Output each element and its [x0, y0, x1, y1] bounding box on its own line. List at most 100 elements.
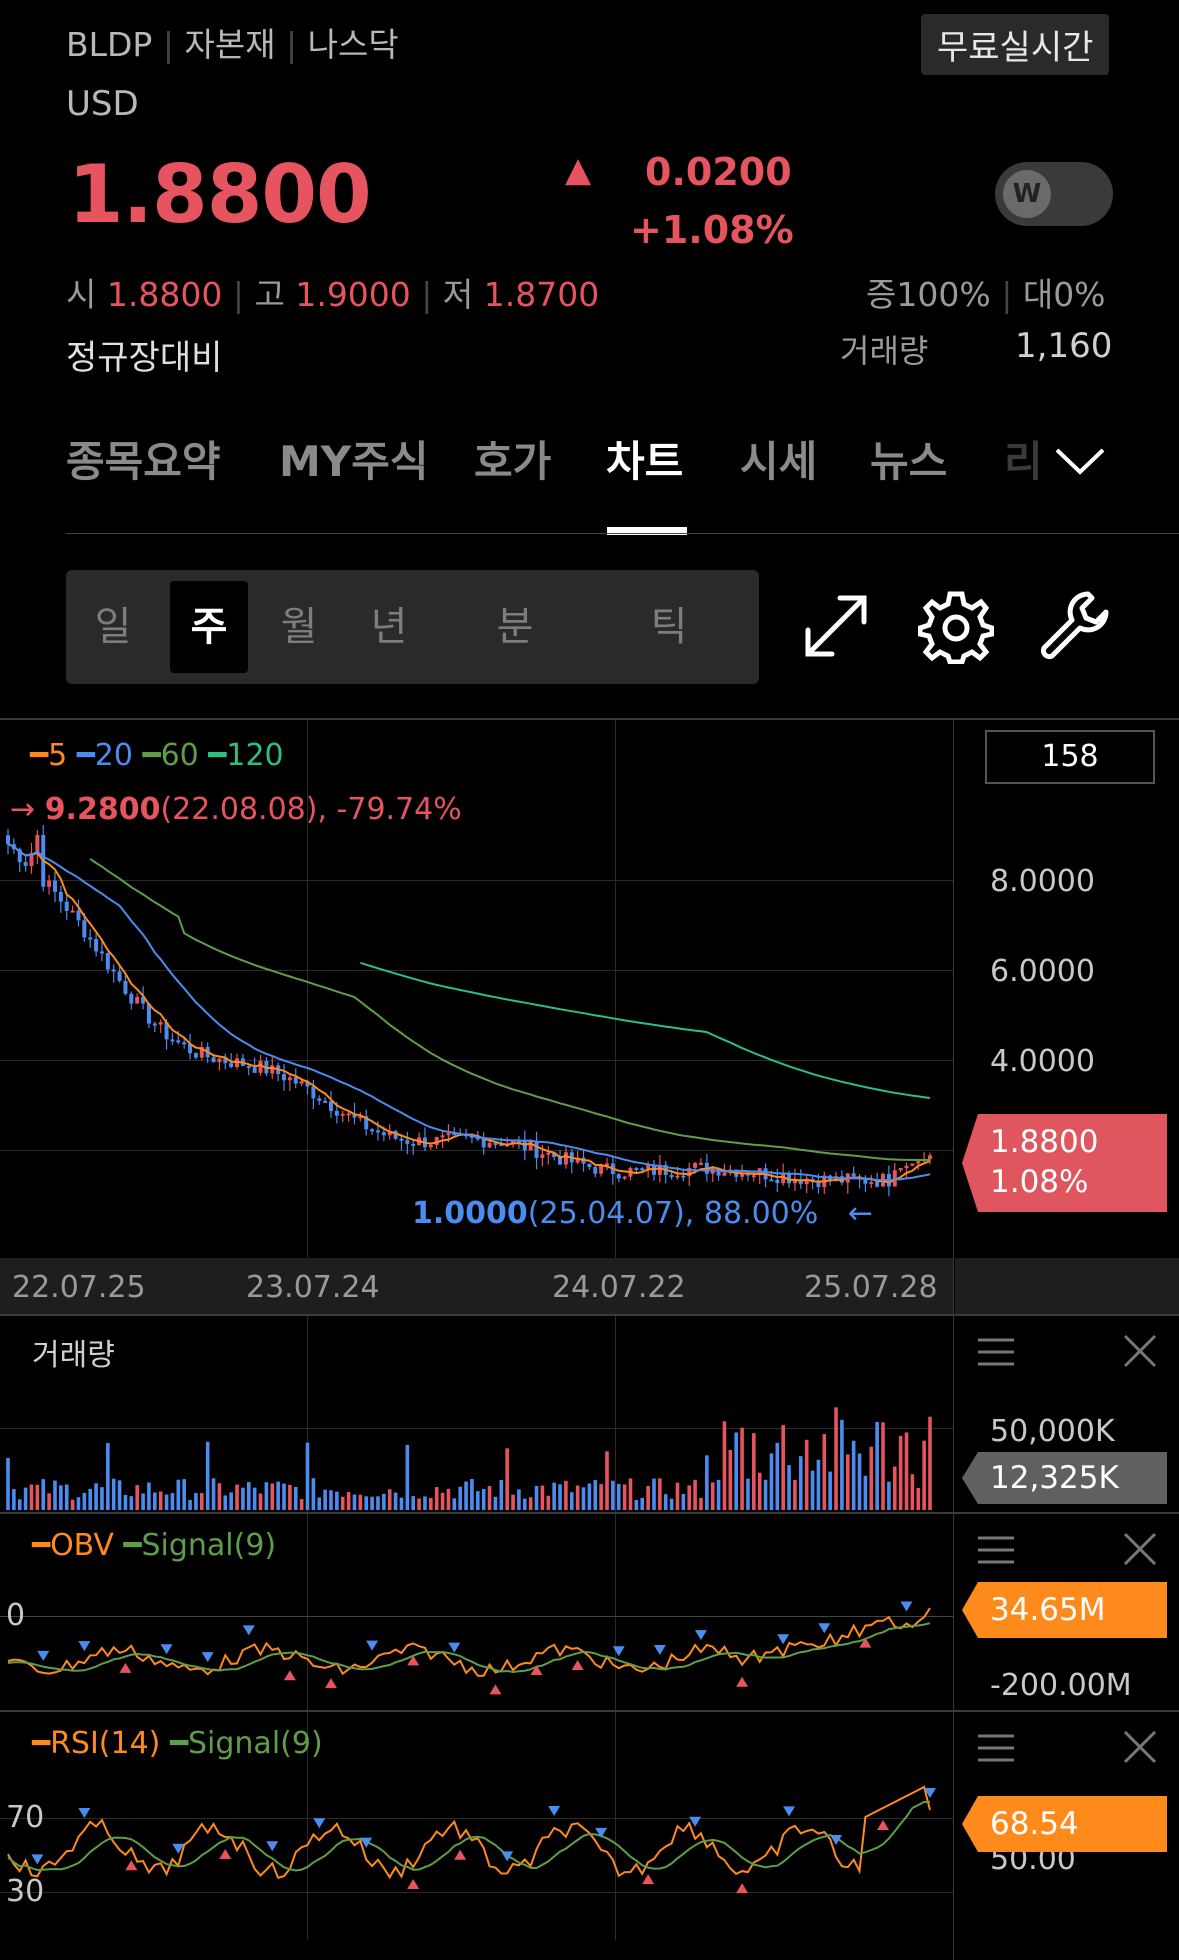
chevron-down-icon[interactable] [1051, 440, 1109, 480]
menu-icon[interactable] [978, 1336, 1014, 1368]
sell-signal-marker [78, 1808, 91, 1819]
period-day[interactable]: 일 [94, 604, 132, 650]
volume-bar [611, 1480, 615, 1510]
won-icon: W [1003, 170, 1051, 218]
close-icon[interactable] [1123, 1334, 1157, 1368]
sell-signal-marker [501, 1851, 514, 1862]
arrow-right-icon: → [10, 792, 36, 827]
volume-bars[interactable] [0, 1390, 953, 1510]
volume-bar [129, 1496, 134, 1510]
volume-bar [223, 1495, 228, 1510]
sell-signal-marker [900, 1601, 913, 1612]
tab-summary[interactable]: 종목요약 [66, 437, 221, 486]
close-icon[interactable] [1123, 1532, 1157, 1566]
tab-quotes[interactable]: 시세 [740, 437, 818, 486]
volume-bar [587, 1483, 592, 1510]
stock-info-line: BLDP | 자본재 | 나스닥 [66, 25, 399, 64]
tab-orderbook[interactable]: 호가 [474, 437, 552, 486]
currency: USD [66, 84, 139, 124]
volume-bar [217, 1483, 222, 1510]
candle-body [446, 1133, 451, 1136]
volume-bar [845, 1454, 850, 1510]
volume-bar [470, 1479, 474, 1510]
obv-current-tag: 34.65M [962, 1582, 1167, 1638]
candle-body [182, 1042, 187, 1045]
volume-bar [634, 1499, 639, 1510]
volume-bar [364, 1496, 369, 1510]
candle-body [563, 1152, 568, 1165]
wrench-icon[interactable] [1036, 588, 1112, 664]
currency-toggle[interactable]: W [995, 162, 1113, 226]
close-icon[interactable] [1123, 1730, 1157, 1764]
candle-body [787, 1174, 792, 1184]
period-month[interactable]: 월 [280, 604, 318, 650]
candle-body [892, 1170, 897, 1187]
volume-bar [335, 1491, 339, 1510]
session-label: 정규장대비 [66, 338, 223, 378]
period-week[interactable]: 주 [170, 581, 248, 673]
candle-body [17, 849, 22, 863]
period-year[interactable]: 년 [370, 604, 408, 650]
volume-bar [299, 1499, 304, 1510]
volume-bar [693, 1479, 697, 1510]
volume-bar [393, 1492, 398, 1510]
sell-signal-marker [448, 1642, 461, 1653]
sell-signal-marker [201, 1652, 214, 1663]
expand-icon[interactable] [800, 590, 872, 662]
volume-bar [628, 1478, 633, 1510]
obv-line-chart[interactable] [0, 1590, 953, 1710]
menu-icon[interactable] [978, 1534, 1014, 1566]
volume-bar [910, 1474, 915, 1510]
menu-icon[interactable] [978, 1732, 1014, 1764]
price-change-pct: +1.08% [630, 208, 794, 252]
volume-bar [270, 1483, 275, 1510]
sell-signal-marker [31, 1854, 44, 1865]
ma20-label: 20 [94, 738, 133, 773]
tab-more[interactable]: 리 [1004, 437, 1043, 486]
volume-bar [675, 1482, 680, 1510]
volume-bar [892, 1466, 897, 1510]
volume-bar [775, 1442, 780, 1510]
volume-bar [922, 1440, 926, 1510]
y-tick-4: 4.0000 [990, 1044, 1095, 1079]
candle-count-box[interactable]: 158 [985, 730, 1155, 784]
period-tick[interactable]: 틱 [650, 604, 688, 650]
ticker: BLDP [66, 25, 153, 64]
candle-body [546, 1152, 551, 1155]
candle-body [522, 1141, 527, 1151]
sell-signal-marker [242, 1625, 255, 1636]
tab-news[interactable]: 뉴스 [870, 437, 948, 486]
candle-body [775, 1179, 780, 1184]
tab-my-stock[interactable]: MY주식 [279, 437, 429, 486]
candle-body [910, 1163, 915, 1166]
candle-body [370, 1129, 375, 1132]
candle-body [487, 1142, 492, 1148]
candle-body [528, 1141, 533, 1151]
tab-chart[interactable]: 차트 [606, 437, 684, 486]
candle-body [282, 1074, 287, 1081]
candle-body [299, 1081, 304, 1084]
rsi-line-chart[interactable] [0, 1780, 953, 1925]
volume-value: 1,160 [1015, 326, 1113, 366]
volume-bar [464, 1481, 468, 1510]
realtime-badge[interactable]: 무료실시간 [921, 14, 1110, 75]
volume-bar [41, 1479, 46, 1510]
volume-bar [387, 1489, 392, 1510]
volume-bar [652, 1478, 656, 1510]
volume-bar [575, 1485, 580, 1510]
volume-bar [452, 1498, 457, 1510]
gear-icon[interactable] [918, 588, 994, 664]
rsi-30-tick: 30 [6, 1874, 45, 1909]
rsi-label: RSI(14) [50, 1726, 161, 1761]
volume-bar [734, 1432, 739, 1510]
candle-body [328, 1101, 333, 1111]
volume-bar [616, 1484, 621, 1510]
sell-signal-marker [172, 1843, 185, 1854]
volume-bar [59, 1485, 63, 1510]
volume-bar [176, 1479, 181, 1510]
candlestick-chart[interactable] [0, 720, 953, 1260]
rsi-signal-label: Signal(9) [188, 1726, 323, 1761]
period-minute[interactable]: 분 [496, 604, 534, 650]
candle-body [622, 1176, 627, 1179]
x-tick-4: 25.07.28 [804, 1270, 938, 1305]
